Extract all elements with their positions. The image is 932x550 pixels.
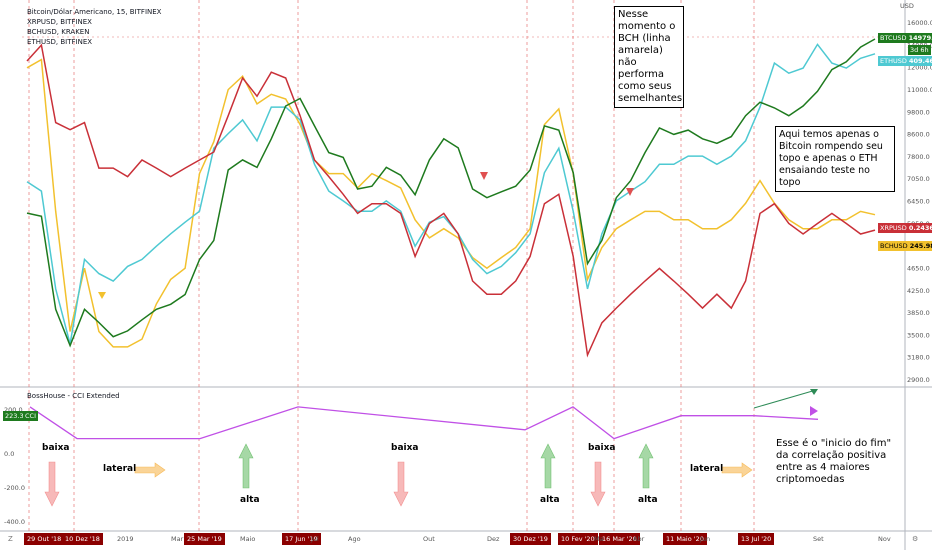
arrow-right-icon xyxy=(721,462,753,478)
series-line-bchusd xyxy=(26,58,876,348)
triangle-marker xyxy=(98,292,106,299)
series-line-bitcoin xyxy=(26,38,876,348)
month-label: Nov xyxy=(878,535,891,543)
label-baixa-1: baixa xyxy=(42,443,70,453)
arrow-down-icon xyxy=(44,461,60,507)
label-alta-1: alta xyxy=(240,495,260,505)
date-tag-1: 29 Out '18 xyxy=(24,533,65,545)
settings-icon[interactable]: ⚙ xyxy=(912,535,919,543)
price-tick-label: 11000.0 xyxy=(907,86,932,94)
arrow-up-icon xyxy=(540,443,556,489)
triangle-marker xyxy=(626,188,634,196)
label-lateral-2: lateral xyxy=(690,464,724,474)
date-tag-8: 11 Maio '20 xyxy=(663,533,707,545)
cci-tick-label: 200.0 xyxy=(4,406,23,414)
price-tick-label: 3180.0 xyxy=(907,354,930,362)
label-lateral-1: lateral xyxy=(103,464,137,474)
date-tag-4: 17 Jun '19 xyxy=(282,533,321,545)
month-label: Set xyxy=(813,535,824,543)
cci-end-arrowhead xyxy=(810,406,818,416)
symbol-eth: ETHUSD, BITFINEX xyxy=(27,38,93,46)
price-tick-label: 8600.0 xyxy=(907,131,930,139)
symbol-xrp: XRPUSD, BITFINEX xyxy=(27,18,92,26)
cci-tick-label: 0.0 xyxy=(4,450,14,458)
cci-value-badge: 223.3 xyxy=(3,411,26,421)
cci-trend-line xyxy=(753,389,817,409)
note-end: Esse é o "inicio do fim" da correlação p… xyxy=(776,438,892,485)
month-label: Out xyxy=(423,535,435,543)
badge-bch: BCHUSD 245.98 xyxy=(878,241,932,251)
unit-label: USD xyxy=(900,2,914,10)
arrow-down-icon xyxy=(393,461,409,507)
price-tick-label: 4250.0 xyxy=(907,287,930,295)
symbol-bch: BCHUSD, KRAKEN xyxy=(27,28,90,36)
date-tag-6: 10 Fev '20 xyxy=(558,533,598,545)
month-label: Jul xyxy=(311,535,319,543)
price-tick-label: 3850.0 xyxy=(907,309,930,317)
series-line-xrpusd xyxy=(26,43,876,358)
month-label: Mar xyxy=(171,535,184,543)
badge-xrp: XRPUSD 0.24367 xyxy=(878,223,932,233)
label-alta-3: alta xyxy=(638,495,658,505)
price-tick-label: 16000.0 xyxy=(907,19,932,27)
arrow-right-icon xyxy=(134,462,166,478)
note-btc: Aqui temos apenas o Bitcoin rompendo seu… xyxy=(775,126,895,192)
month-label: Ago xyxy=(348,535,361,543)
note-bch: Nesse momento o BCH (linha amarela) não … xyxy=(614,6,684,108)
date-tag-9: 13 Jul '20 xyxy=(738,533,775,545)
cci-tag: CCI xyxy=(23,411,38,421)
price-tick-label: 12000.0 xyxy=(907,64,932,72)
month-label: 2019 xyxy=(117,535,134,543)
indicator-title: BossHouse - CCI Extended xyxy=(27,392,120,400)
label-baixa-2: baixa xyxy=(391,443,419,453)
date-tag-2: 10 Dez '18 xyxy=(62,533,103,545)
month-label: Dez xyxy=(487,535,500,543)
chart-title: Bitcoin/Dólar Americano, 15, BITFINEX xyxy=(27,8,162,16)
price-tick-label: 6450.0 xyxy=(907,198,930,206)
arrow-up-icon xyxy=(238,443,254,489)
date-tag-5: 30 Dez '19 xyxy=(510,533,551,545)
badge-btc: BTCUSD 14979.0 xyxy=(878,33,932,43)
date-tag-7: 16 Mar '20 xyxy=(599,533,640,545)
cci-tick-label: -400.0 xyxy=(4,518,25,526)
price-tick-label: 7050.0 xyxy=(907,175,930,183)
price-tick-label: 4650.0 xyxy=(907,264,930,272)
date-tag-3: 25 Mar '19 xyxy=(184,533,225,545)
month-label: Jun xyxy=(700,535,711,543)
label-alta-2: alta xyxy=(540,495,560,505)
badge-eth: ETHUSD 409.46 xyxy=(878,56,932,66)
arrow-down-icon xyxy=(590,461,606,507)
price-tick-label: 2900.0 xyxy=(907,376,930,384)
zoom-icon[interactable]: Z xyxy=(8,535,13,543)
badge-countdown: 3d 6h xyxy=(908,45,931,55)
series-line-ethusd xyxy=(26,43,876,345)
month-label: Abr xyxy=(633,535,645,543)
month-label: Maio xyxy=(240,535,256,543)
cci-line xyxy=(29,406,819,440)
cci-tick-label: -200.0 xyxy=(4,484,25,492)
price-tick-label: 9800.0 xyxy=(907,108,930,116)
price-tick-label: 3500.0 xyxy=(907,331,930,339)
cci-trend-arrowhead xyxy=(810,389,818,395)
triangle-marker xyxy=(480,172,488,180)
month-label: Ma xyxy=(594,535,604,543)
label-baixa-3: baixa xyxy=(588,443,616,453)
price-tick-label: 7800.0 xyxy=(907,153,930,161)
arrow-up-icon xyxy=(638,443,654,489)
